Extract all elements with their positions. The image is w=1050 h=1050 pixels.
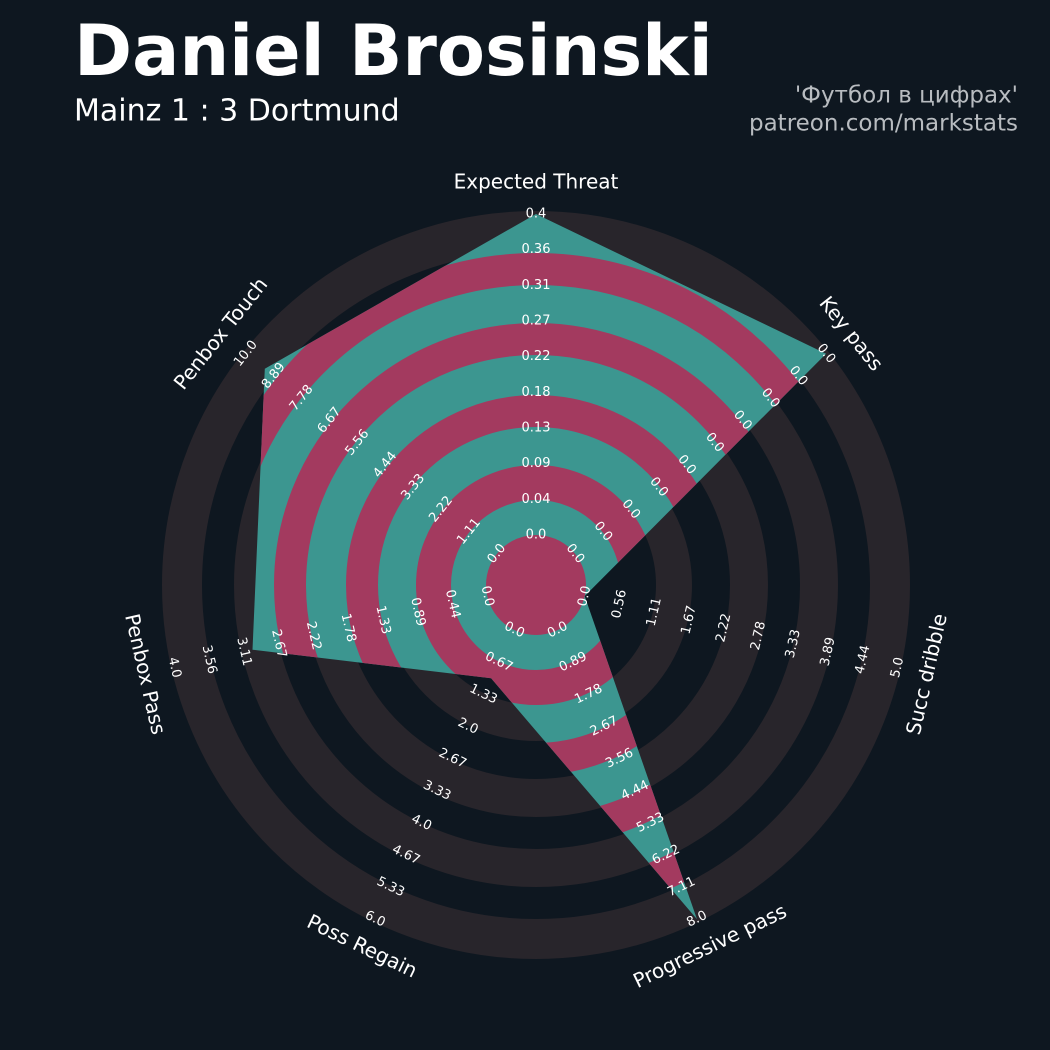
tick-label: 2.22 — [303, 620, 324, 652]
tick-label: 1.78 — [338, 612, 359, 644]
tick-label: 0.44 — [442, 588, 463, 620]
tick-label: 1.67 — [679, 604, 700, 636]
tick-label: 3.33 — [783, 628, 804, 660]
tick-label: 3.11 — [233, 636, 254, 668]
tick-label: 2.67 — [268, 628, 289, 660]
tick-label: 0.4 — [526, 207, 547, 222]
tick-label: 3.89 — [818, 636, 839, 668]
tick-label: 0.09 — [522, 456, 551, 471]
tick-label: 0.18 — [522, 385, 551, 400]
tick-label: 0.27 — [522, 314, 551, 329]
tick-label: 0.0 — [526, 528, 547, 543]
tick-label: 0.0 — [478, 584, 497, 608]
param-label: Expected Threat — [454, 170, 619, 194]
tick-label: 0.04 — [522, 492, 551, 507]
tick-label: 1.33 — [372, 604, 393, 636]
tick-label: 4.0 — [165, 656, 184, 680]
tick-label: 0.56 — [609, 588, 630, 620]
tick-label: 0.89 — [407, 596, 428, 628]
inner-circle — [486, 535, 586, 635]
title: Daniel Brosinski — [74, 10, 713, 92]
tick-label: 0.36 — [522, 242, 551, 257]
tick-label: 2.78 — [748, 620, 769, 652]
tick-label: 1.11 — [644, 596, 665, 628]
subtitle: Mainz 1 : 3 Dortmund — [74, 94, 400, 129]
tick-label: 0.22 — [522, 349, 551, 364]
credit: 'Футбол в цифрах' — [795, 83, 1018, 109]
tick-label: 5.0 — [888, 656, 907, 680]
tick-label: 0.0 — [575, 584, 594, 608]
tick-label: 2.22 — [713, 612, 734, 644]
tick-label: 0.31 — [522, 278, 551, 293]
tick-label: 3.56 — [199, 644, 220, 676]
tick-label: 4.44 — [852, 644, 873, 676]
credit: patreon.com/markstats — [749, 111, 1018, 137]
tick-label: 0.13 — [522, 421, 551, 436]
